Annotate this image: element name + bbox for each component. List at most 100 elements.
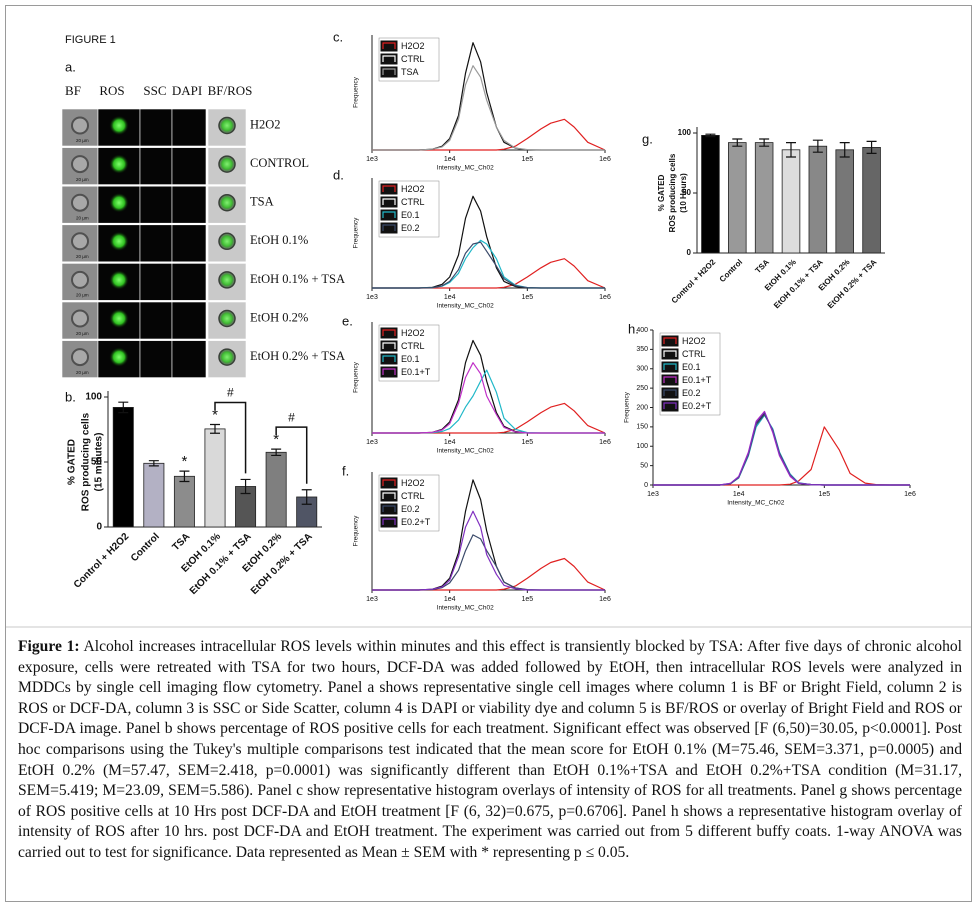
scale-label: 20 µm: [76, 331, 89, 336]
legend-swatch: [380, 222, 398, 234]
row-label: CONTROL: [250, 156, 309, 170]
x-tick-label: 1e4: [444, 156, 456, 163]
y-tick-label: 50: [682, 188, 691, 197]
legend-swatch: [380, 40, 398, 52]
legend-swatch-line: [382, 368, 396, 375]
bar: [265, 451, 287, 528]
x-tick-label: 1e4: [444, 294, 456, 301]
ros-signal: [109, 154, 129, 175]
legend-swatch-line: [663, 389, 677, 396]
y-axis-label: Frequency: [353, 515, 360, 546]
legend-swatch: [380, 366, 398, 378]
legend-swatch-line: [382, 518, 396, 525]
y-axis-label: (15 minutes): [94, 433, 105, 492]
legend-label: CTRL: [401, 341, 425, 351]
y-axis-label: % GATED: [67, 439, 78, 485]
legend-label: E0.2+T: [401, 517, 431, 527]
row-label: EtOH 0.2% + TSA: [250, 349, 345, 363]
y-tick-label: 300: [636, 366, 648, 373]
legend-label: CTRL: [682, 349, 706, 359]
cell-image: [171, 147, 207, 185]
row-label: EtOH 0.1%: [250, 233, 308, 247]
y-axis-label: (10 Hours): [679, 173, 688, 213]
legend-swatch-line: [382, 68, 396, 75]
y-axis-label: Frequency: [353, 76, 360, 107]
legend-swatch: [661, 335, 679, 347]
cell-image: [139, 301, 173, 340]
legend-label: E0.1+T: [682, 375, 712, 385]
bracket: [214, 401, 247, 474]
legend-swatch: [380, 503, 398, 515]
x-tick-label: 1e5: [521, 294, 533, 301]
legend-label: CTRL: [401, 54, 425, 64]
x-axis-label: Intensity_MC_Ch02: [437, 605, 494, 612]
y-tick-label: 0: [687, 248, 692, 257]
legend-label: E0.2: [401, 223, 420, 233]
x-tick-label: 1e6: [599, 294, 611, 301]
x-tick-label: Control: [129, 531, 162, 564]
scale-label: 20 µm: [76, 138, 89, 143]
x-tick-label: EtOH 0.1% + TSA: [772, 257, 825, 310]
x-tick-label: 1e5: [521, 156, 533, 163]
x-tick-label: TSA: [753, 257, 771, 275]
cell: [71, 193, 89, 212]
x-tick-label: Control + H2O2: [670, 257, 718, 305]
legend-label: E0.2: [682, 388, 701, 398]
legend-label: CTRL: [401, 197, 425, 207]
bar: [112, 406, 134, 528]
error-bar: [759, 138, 770, 147]
x-tick-label: TSA: [170, 531, 192, 553]
column-header: SSC: [143, 83, 166, 98]
significance-mark: *: [273, 431, 279, 448]
legend-swatch-line: [382, 55, 396, 62]
error-bar: [786, 142, 796, 158]
legend-swatch: [380, 490, 398, 502]
legend-swatch-line: [382, 355, 396, 362]
row-label: H2O2: [250, 117, 281, 131]
legend-swatch-line: [382, 492, 396, 499]
scale-label: 20 µm: [76, 177, 89, 182]
bar: [728, 142, 747, 254]
caption-label: Figure 1:: [18, 638, 80, 655]
legend-label: H2O2: [401, 184, 425, 194]
error-bar: [866, 140, 877, 154]
x-tick-label: 1e5: [818, 491, 830, 498]
legend-swatch: [380, 196, 398, 208]
x-tick-label: Control + H2O2: [72, 531, 132, 591]
error-bar: [240, 478, 251, 495]
column-header: ROS: [99, 83, 124, 98]
y-tick-label: 0: [96, 522, 102, 533]
legend-swatch: [661, 387, 679, 399]
histogram-line: [653, 414, 910, 486]
bar: [808, 145, 828, 254]
histogram-line: [372, 258, 606, 289]
bar: [143, 462, 165, 528]
legend-swatch-line: [382, 42, 396, 49]
significance-mark: *: [182, 453, 188, 470]
y-tick-label: 200: [636, 404, 648, 411]
legend-label: H2O2: [401, 478, 425, 488]
error-bar: [301, 489, 312, 505]
legend-label: H2O2: [401, 328, 425, 338]
y-tick-label: 100: [678, 128, 692, 137]
histogram-line: [653, 412, 910, 486]
legend-swatch-line: [382, 211, 396, 218]
cell-image: [171, 301, 207, 340]
x-tick-label: 1e6: [599, 156, 611, 163]
cell-image: [139, 185, 173, 224]
y-tick-label: 350: [636, 346, 648, 353]
scale-label: 20 µm: [76, 293, 89, 298]
y-tick-label: 100: [85, 392, 102, 403]
ros-signal: [218, 348, 236, 367]
legend-swatch: [380, 353, 398, 365]
cell: [71, 155, 89, 174]
y-tick-label: 0: [644, 482, 648, 489]
error-bar: [148, 460, 159, 467]
cell-image: [61, 108, 99, 147]
x-tick-label: 1e6: [599, 439, 611, 446]
x-axis-label: Intensity_MC_Ch02: [437, 303, 494, 310]
ros-signal: [218, 270, 236, 289]
legend-label: E0.1+T: [401, 367, 431, 377]
legend-swatch: [380, 477, 398, 489]
row-label: TSA: [250, 195, 274, 209]
